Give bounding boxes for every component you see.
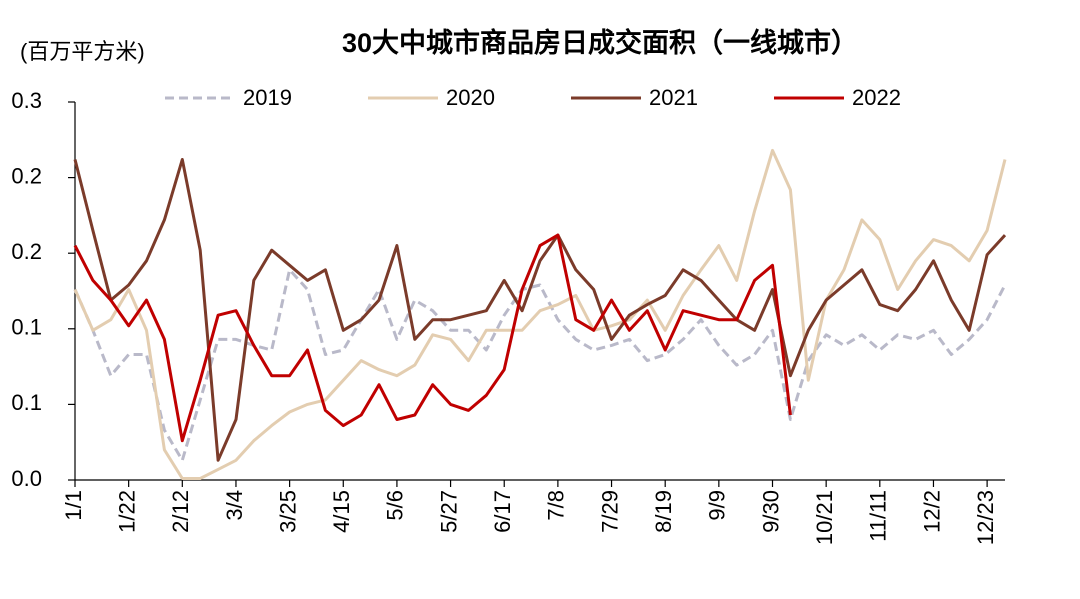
x-tick-label: 9/9 <box>705 490 730 521</box>
y-axis-label: (百万平方米) <box>20 39 145 64</box>
series-line <box>73 148 1007 480</box>
y-tick-label: 0.1 <box>11 390 42 415</box>
x-tick-label: 5/6 <box>383 490 408 521</box>
x-tick-label: 5/27 <box>436 490 461 533</box>
y-tick-label: 0.2 <box>11 163 42 188</box>
x-tick-label: 2/12 <box>168 490 193 533</box>
x-tick-label: 11/11 <box>866 490 891 542</box>
y-tick-label: 0.1 <box>11 315 42 340</box>
legend-label: 2021 <box>649 85 698 110</box>
legend-label: 2022 <box>852 85 901 110</box>
x-tick-label: 7/29 <box>597 490 622 533</box>
x-tick-label: 1/1 <box>61 490 86 521</box>
x-tick-label: 1/22 <box>114 490 139 533</box>
legend-label: 2019 <box>243 85 292 110</box>
x-tick-label: 4/15 <box>329 490 354 533</box>
y-tick-label: 0.2 <box>11 239 42 264</box>
x-tick-label: 9/30 <box>758 490 783 533</box>
x-tick-label: 8/19 <box>651 490 676 533</box>
y-tick-label: 0.0 <box>11 466 42 491</box>
x-tick-label: 7/8 <box>544 490 569 521</box>
x-tick-label: 6/17 <box>490 490 515 533</box>
legend-label: 2020 <box>446 85 495 110</box>
y-tick-label: 0.3 <box>11 88 42 113</box>
x-tick-label: 3/4 <box>222 490 247 521</box>
x-tick-label: 12/2 <box>919 490 944 533</box>
chart-title: 30大中城市商品房日成交面积（一线城市） <box>342 27 858 58</box>
series-line <box>73 233 792 443</box>
series-line <box>73 268 1007 462</box>
x-tick-label: 3/25 <box>275 490 300 533</box>
series-line <box>73 158 1007 462</box>
x-tick-label: 12/23 <box>973 490 998 545</box>
x-tick-label: 10/21 <box>812 490 837 545</box>
